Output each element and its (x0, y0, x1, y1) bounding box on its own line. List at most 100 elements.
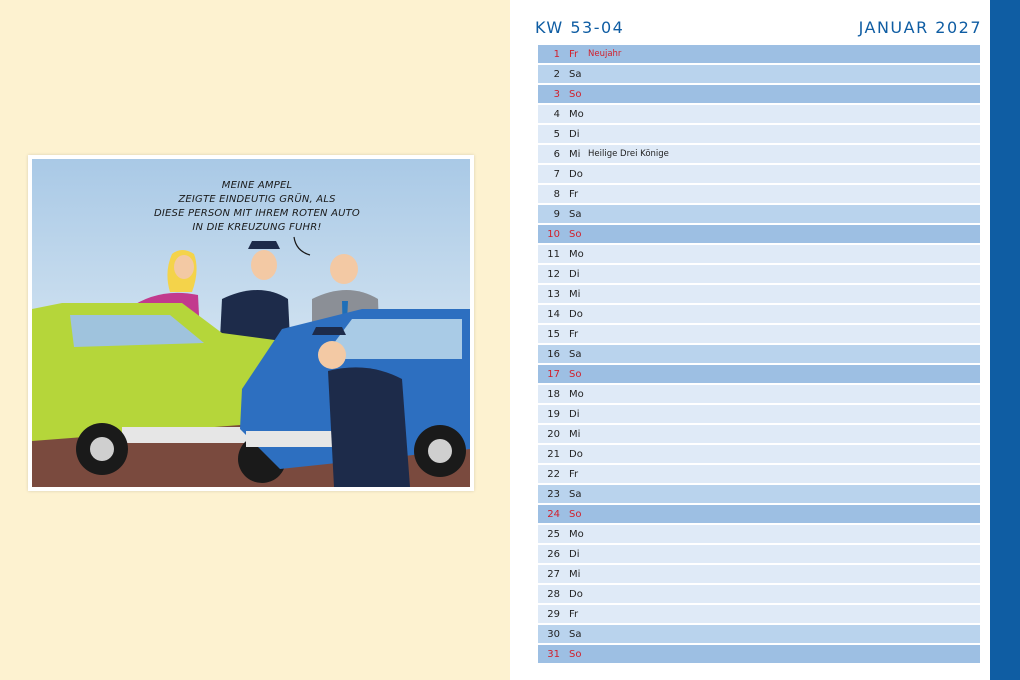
day-row: 7 Do (538, 165, 980, 183)
police-officer-figure-2 (312, 327, 410, 487)
day-number: 7 (553, 168, 560, 180)
day-row: 23 Sa (538, 485, 980, 503)
week-label: KW 53-04 (535, 18, 625, 37)
day-number: 16 (547, 348, 560, 360)
day-row: 3 So (538, 85, 980, 103)
day-number: 30 (547, 628, 560, 640)
day-number: 31 (547, 648, 560, 660)
weekday-label: Sa (569, 208, 582, 220)
weekday-label: Di (569, 408, 580, 420)
day-number: 29 (547, 608, 560, 620)
day-row: 2 Sa (538, 65, 980, 83)
weekday-label: Do (569, 448, 583, 460)
day-row: 1 Fr Neujahr (538, 45, 980, 63)
day-row: 11 Mo (538, 245, 980, 263)
speech-line: MEINE AMPEL (221, 180, 293, 191)
day-row: 21 Do (538, 445, 980, 463)
weekday-label: Do (569, 168, 583, 180)
day-row: 4 Mo (538, 105, 980, 123)
day-number: 23 (547, 488, 560, 500)
day-number: 6 (553, 148, 560, 160)
weekday-label: Sa (569, 488, 582, 500)
day-number: 18 (547, 388, 560, 400)
day-number: 28 (547, 588, 560, 600)
day-number: 15 (547, 328, 560, 340)
day-number: 5 (553, 128, 560, 140)
day-number: 12 (547, 268, 560, 280)
day-number: 9 (553, 208, 560, 220)
speech-text: MEINE AMPEL ZEIGTE EINDEUTIG GRÜN, ALS D… (127, 179, 387, 235)
weekday-label: Mo (569, 388, 584, 400)
weekday-label: Di (569, 268, 580, 280)
weekday-label: So (569, 228, 582, 240)
weekday-label: So (569, 88, 582, 100)
day-row: 17 So (538, 365, 980, 383)
day-row: 14 Do (538, 305, 980, 323)
speech-pointer (293, 236, 311, 256)
weekday-label: So (569, 508, 582, 520)
day-row: 28 Do (538, 585, 980, 603)
day-row: 16 Sa (538, 345, 980, 363)
day-number: 3 (553, 88, 560, 100)
day-row: 5 Di (538, 125, 980, 143)
day-number: 2 (553, 68, 560, 80)
day-number: 14 (547, 308, 560, 320)
weekday-label: Di (569, 128, 580, 140)
day-number: 25 (547, 528, 560, 540)
day-row: 31 So (538, 645, 980, 663)
weekday-label: Mo (569, 528, 584, 540)
weekday-label: Fr (569, 328, 579, 340)
day-row: 22 Fr (538, 465, 980, 483)
day-row: 12 Di (538, 265, 980, 283)
weekday-label: Mi (569, 148, 581, 160)
day-number: 24 (547, 508, 560, 520)
day-number: 4 (553, 108, 560, 120)
holiday-label: Neujahr (588, 49, 622, 59)
day-number: 11 (547, 248, 560, 260)
day-row: 6 Mi Heilige Drei Könige (538, 145, 980, 163)
day-row: 19 Di (538, 405, 980, 423)
day-number: 22 (547, 468, 560, 480)
holiday-label: Heilige Drei Könige (588, 149, 669, 159)
cartoon-drawing (32, 236, 470, 487)
day-row: 24 So (538, 505, 980, 523)
day-number: 19 (547, 408, 560, 420)
blue-stripe (990, 0, 1020, 680)
weekday-label: Sa (569, 348, 582, 360)
weekday-label: So (569, 368, 582, 380)
day-row: 18 Mo (538, 385, 980, 403)
speech-line: ZEIGTE EINDEUTIG GRÜN, ALS (178, 194, 336, 205)
day-row: 30 Sa (538, 625, 980, 643)
day-row: 10 So (538, 225, 980, 243)
weekday-label: Sa (569, 628, 582, 640)
speech-line: DIESE PERSON MIT IHREM ROTEN AUTO (153, 208, 361, 219)
day-row: 9 Sa (538, 205, 980, 223)
left-page: MEINE AMPEL ZEIGTE EINDEUTIG GRÜN, ALS D… (0, 0, 510, 680)
cartoon-illustration: MEINE AMPEL ZEIGTE EINDEUTIG GRÜN, ALS D… (32, 159, 470, 487)
day-number: 1 (553, 48, 560, 60)
day-row: 29 Fr (538, 605, 980, 623)
day-row: 27 Mi (538, 565, 980, 583)
weekday-label: Mo (569, 248, 584, 260)
day-row: 15 Fr (538, 325, 980, 343)
day-number: 10 (547, 228, 560, 240)
weekday-label: Fr (569, 48, 579, 60)
cartoon-frame: MEINE AMPEL ZEIGTE EINDEUTIG GRÜN, ALS D… (28, 155, 474, 491)
day-number: 27 (547, 568, 560, 580)
day-number: 20 (547, 428, 560, 440)
weekday-label: Fr (569, 188, 579, 200)
day-number: 17 (547, 368, 560, 380)
weekday-label: Fr (569, 468, 579, 480)
day-list: 1 Fr Neujahr 2 Sa 3 So 4 Mo 5 Di 6 Mi Heilige Drei Kö… (538, 45, 980, 665)
weekday-label: Fr (569, 608, 579, 620)
day-number: 13 (547, 288, 560, 300)
weekday-label: Do (569, 308, 583, 320)
day-row: 26 Di (538, 545, 980, 563)
day-row: 25 Mo (538, 525, 980, 543)
weekday-label: Sa (569, 68, 582, 80)
day-number: 21 (547, 448, 560, 460)
day-number: 26 (547, 548, 560, 560)
weekday-label: Do (569, 588, 583, 600)
green-car (32, 303, 292, 483)
weekday-label: Mo (569, 108, 584, 120)
